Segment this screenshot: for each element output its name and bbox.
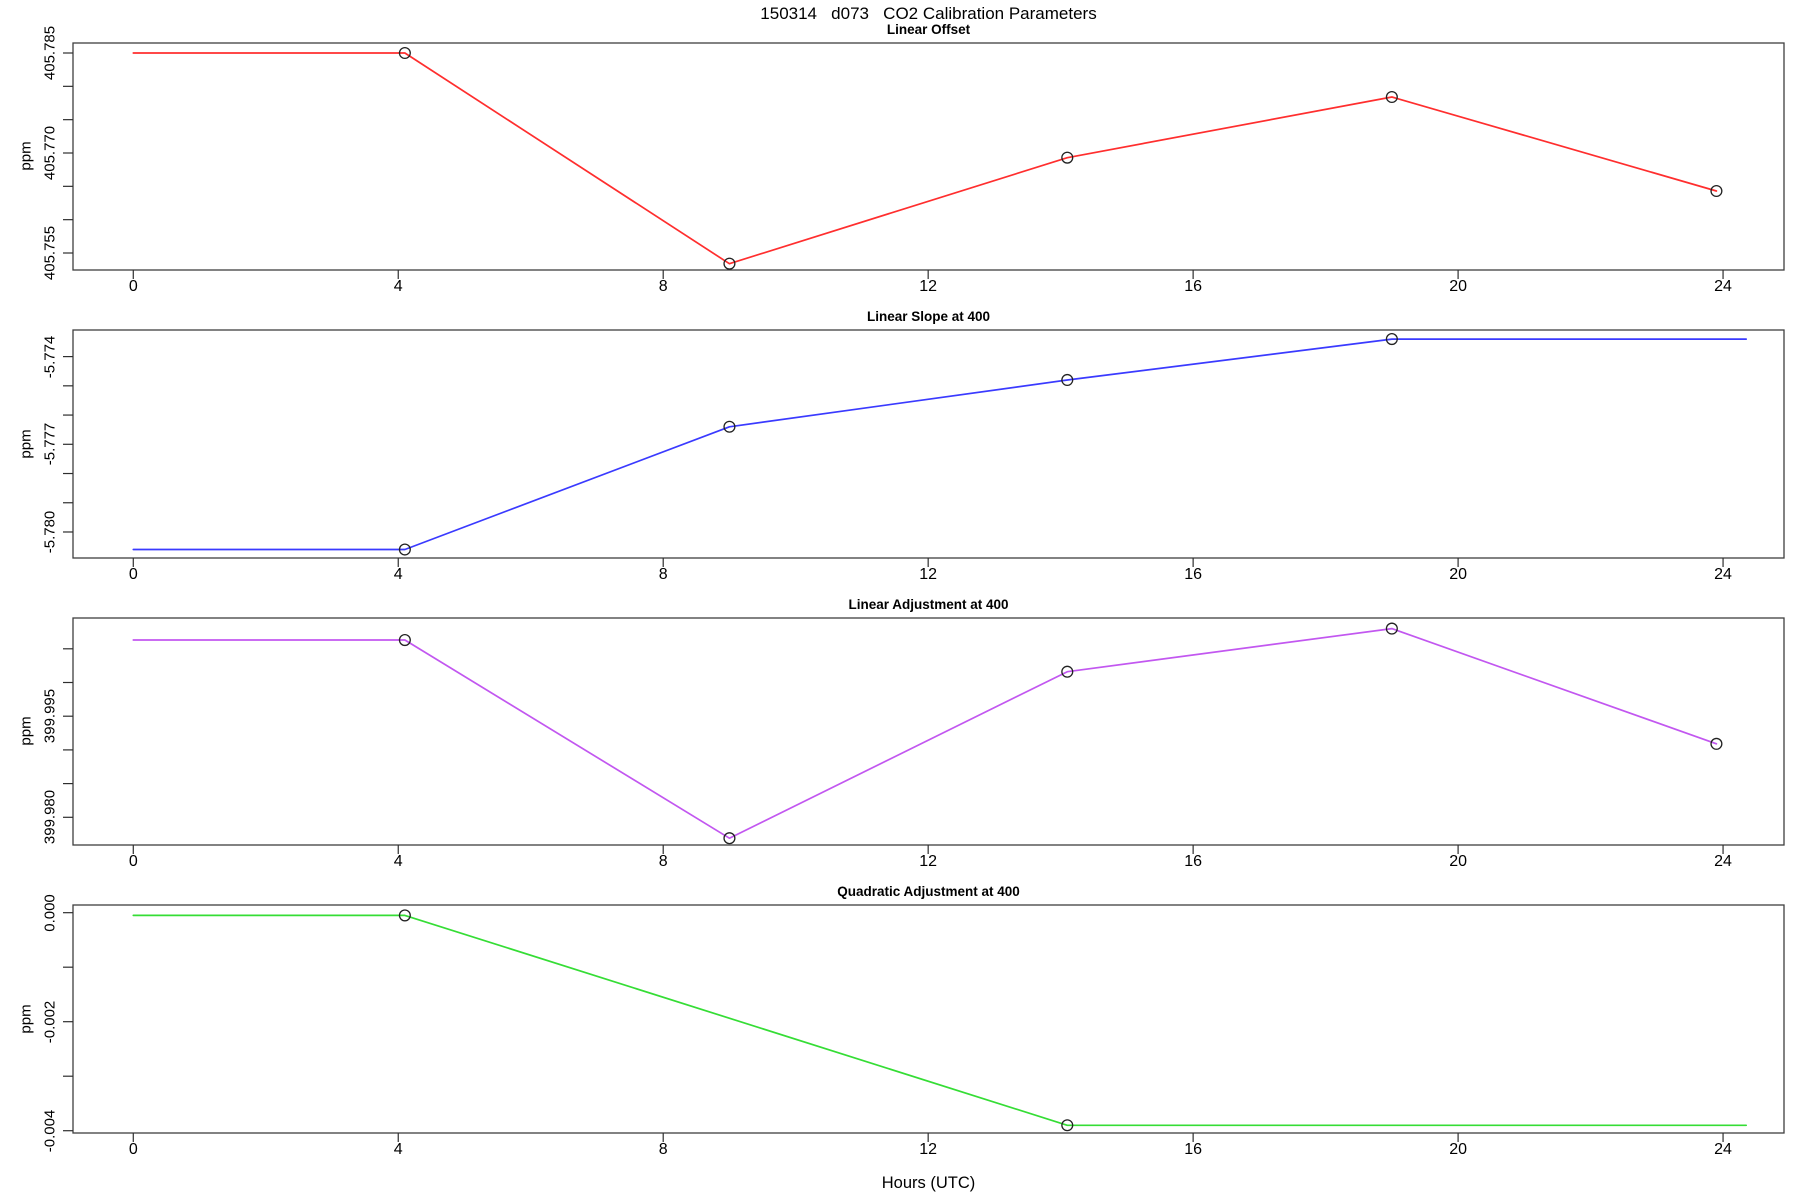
x-tick-label: 4 <box>393 853 403 870</box>
y-tick-label: 405.770 <box>41 125 59 181</box>
panel-frame <box>72 617 1785 846</box>
x-tick-label: 16 <box>1184 566 1203 583</box>
x-tick-label: 16 <box>1184 278 1203 295</box>
x-tick-label: 20 <box>1449 1141 1467 1158</box>
data-point-marker <box>1061 665 1074 678</box>
data-point-marker <box>398 909 411 922</box>
x-tick-label: 20 <box>1449 566 1467 583</box>
x-tick-label: 12 <box>919 853 938 870</box>
y-tick-label: 399.995 <box>41 689 59 744</box>
panel-title-linear-adjustment: Linear Adjustment at 400 <box>848 597 1009 612</box>
x-tick-label: 20 <box>1449 853 1467 870</box>
x-tick-label: 0 <box>128 853 138 870</box>
series-line <box>132 338 1748 551</box>
x-tick-label: 0 <box>128 566 138 583</box>
data-point-marker <box>1385 622 1398 635</box>
data-point-marker <box>1061 151 1074 164</box>
y-tick-label: -0.004 <box>41 1109 59 1152</box>
data-point-marker <box>723 832 736 845</box>
data-point-marker <box>1710 737 1723 750</box>
data-point-marker <box>723 420 736 433</box>
x-tick-label: 12 <box>919 278 938 295</box>
x-tick-label: 24 <box>1714 1141 1732 1158</box>
y-tick-label: -5.780 <box>41 510 59 554</box>
y-tick-label: -0.002 <box>41 1000 59 1043</box>
data-point-marker <box>723 257 736 270</box>
y-tick-label: 399.980 <box>41 790 59 845</box>
y-tick-label: 0.000 <box>41 893 59 932</box>
data-point-marker <box>1385 333 1398 346</box>
data-point-marker <box>1710 184 1723 198</box>
x-tick-label: 12 <box>919 1141 938 1158</box>
series-line <box>132 914 1748 1127</box>
data-point-marker <box>398 633 411 647</box>
x-tick-label: 0 <box>128 1141 138 1158</box>
data-point-marker <box>1061 1119 1074 1132</box>
y-tick-label: -5.777 <box>41 423 59 466</box>
page-title: 150314 d073 CO2 Calibration Parameters <box>760 4 1097 23</box>
panel-frame <box>72 329 1785 559</box>
x-tick-label: 4 <box>393 278 403 295</box>
panel-frame <box>72 42 1785 271</box>
panel-title-quadratic-adjustment: Quadratic Adjustment at 400 <box>837 884 1020 899</box>
data-point-marker <box>398 46 411 60</box>
x-tick-label: 8 <box>658 278 668 295</box>
x-tick-label: 16 <box>1184 1141 1203 1158</box>
x-tick-label: 8 <box>658 1141 668 1158</box>
x-tick-label: 12 <box>919 566 938 583</box>
panel-title-linear-slope: Linear Slope at 400 <box>866 309 991 324</box>
y-tick-label: -5.774 <box>41 335 59 378</box>
x-axis-title: Hours (UTC) <box>881 1174 976 1192</box>
data-point-marker <box>398 543 411 556</box>
y-tick-label: 405.755 <box>41 225 59 281</box>
x-tick-label: 4 <box>393 566 403 583</box>
data-point-marker <box>1385 90 1398 104</box>
x-tick-label: 0 <box>128 278 138 295</box>
x-tick-label: 8 <box>658 566 668 583</box>
series-line <box>132 627 1718 840</box>
x-tick-label: 8 <box>658 853 668 870</box>
x-tick-label: 4 <box>393 1141 403 1158</box>
x-tick-label: 16 <box>1184 853 1203 870</box>
x-tick-label: 20 <box>1449 278 1467 295</box>
panel-title-linear-offset: Linear Offset <box>886 22 971 37</box>
x-tick-label: 24 <box>1714 278 1732 295</box>
series-line <box>132 52 1718 265</box>
x-tick-label: 24 <box>1714 853 1732 870</box>
y-tick-label: 405.785 <box>41 25 59 81</box>
data-point-marker <box>1061 373 1074 387</box>
panel-frame <box>72 904 1785 1134</box>
x-tick-label: 24 <box>1714 566 1732 583</box>
